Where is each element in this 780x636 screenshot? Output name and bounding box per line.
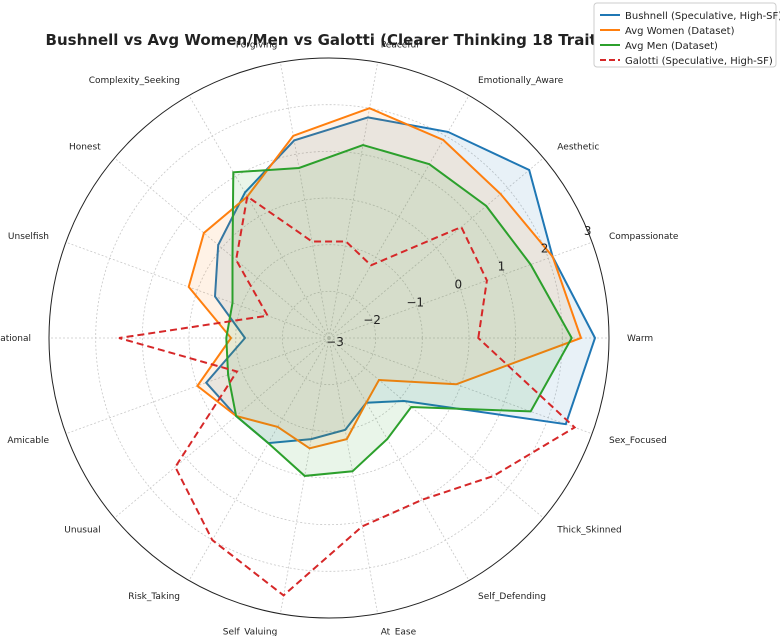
category-label: Aesthetic bbox=[557, 142, 599, 152]
radar-grid bbox=[48, 57, 610, 619]
grid-spoke bbox=[114, 337, 330, 519]
series-group bbox=[118, 107, 597, 597]
radial-tick-label: 1 bbox=[498, 260, 506, 274]
radial-tick-label: −3 bbox=[326, 335, 344, 349]
category-label: Compassionate bbox=[609, 232, 679, 242]
category-label: Risk_Taking bbox=[128, 592, 180, 602]
grid-ring bbox=[141, 150, 517, 526]
legend-entry: Avg Women (Dataset) bbox=[625, 26, 735, 37]
category-labels: Warm Compassionate Aesthetic Emotionally_Aw… bbox=[0, 41, 679, 636]
category-label: Unusual bbox=[64, 526, 100, 536]
legend: Bushnell (Speculative, High-SF) Avg Women… bbox=[593, 2, 780, 68]
radial-tick-label: 2 bbox=[541, 242, 549, 256]
category-label: Self_Defending bbox=[478, 592, 546, 602]
grid-spoke bbox=[328, 337, 593, 435]
grid-spoke bbox=[65, 241, 330, 339]
category-label: Honest bbox=[69, 142, 101, 152]
radial-tick-label: 3 bbox=[584, 224, 592, 238]
category-label: Forgiving bbox=[236, 41, 277, 51]
grid-spoke bbox=[188, 95, 330, 339]
series-line-2 bbox=[225, 143, 573, 477]
series-fill-1 bbox=[188, 108, 581, 449]
series-line-3 bbox=[118, 194, 577, 597]
chart-title: Bushnell vs Avg Women/Men vs Galotti (Cl… bbox=[46, 31, 613, 49]
grid-spoke bbox=[328, 337, 470, 581]
category-label: At_Ease bbox=[381, 628, 417, 636]
outer-ring bbox=[48, 57, 610, 619]
grid-spoke bbox=[279, 62, 330, 339]
grid-spoke bbox=[328, 95, 470, 339]
category-label: Self_Valuing bbox=[223, 628, 278, 636]
category-label: Improvisational bbox=[0, 334, 31, 344]
series-line-1 bbox=[187, 107, 583, 450]
category-label: Emotionally_Aware bbox=[478, 76, 564, 86]
grid-spoke bbox=[328, 157, 544, 339]
radial-tick-label: 0 bbox=[454, 277, 462, 291]
legend-frame bbox=[593, 2, 777, 68]
category-label: Thick_Skinned bbox=[556, 526, 621, 536]
category-label: Sex_Focused bbox=[609, 436, 667, 446]
grid-spoke bbox=[328, 241, 593, 339]
grid-spoke bbox=[328, 337, 544, 519]
grid-ring bbox=[281, 290, 377, 386]
series-fill-0 bbox=[206, 117, 595, 444]
category-label: Warm bbox=[627, 334, 653, 344]
grid-spoke bbox=[114, 157, 330, 339]
category-label: Complexity_Seeking bbox=[89, 76, 180, 86]
legend-entry: Bushnell (Speculative, High-SF) bbox=[625, 11, 780, 22]
radial-tick-label: −2 bbox=[363, 313, 381, 327]
category-label: Peaceful bbox=[381, 41, 419, 51]
radial-tick-label: −1 bbox=[406, 295, 424, 309]
category-label: Amicable bbox=[7, 436, 49, 446]
legend-entry: Avg Men (Dataset) bbox=[625, 41, 718, 52]
radial-tick-labels: −3 −2 −1 0 1 2 3 bbox=[326, 224, 591, 349]
legend-entry: Galotti (Speculative, High-SF) bbox=[625, 56, 773, 67]
series-fill-2 bbox=[226, 145, 572, 476]
category-label: Unselfish bbox=[8, 232, 49, 242]
grid-spoke bbox=[328, 337, 379, 614]
